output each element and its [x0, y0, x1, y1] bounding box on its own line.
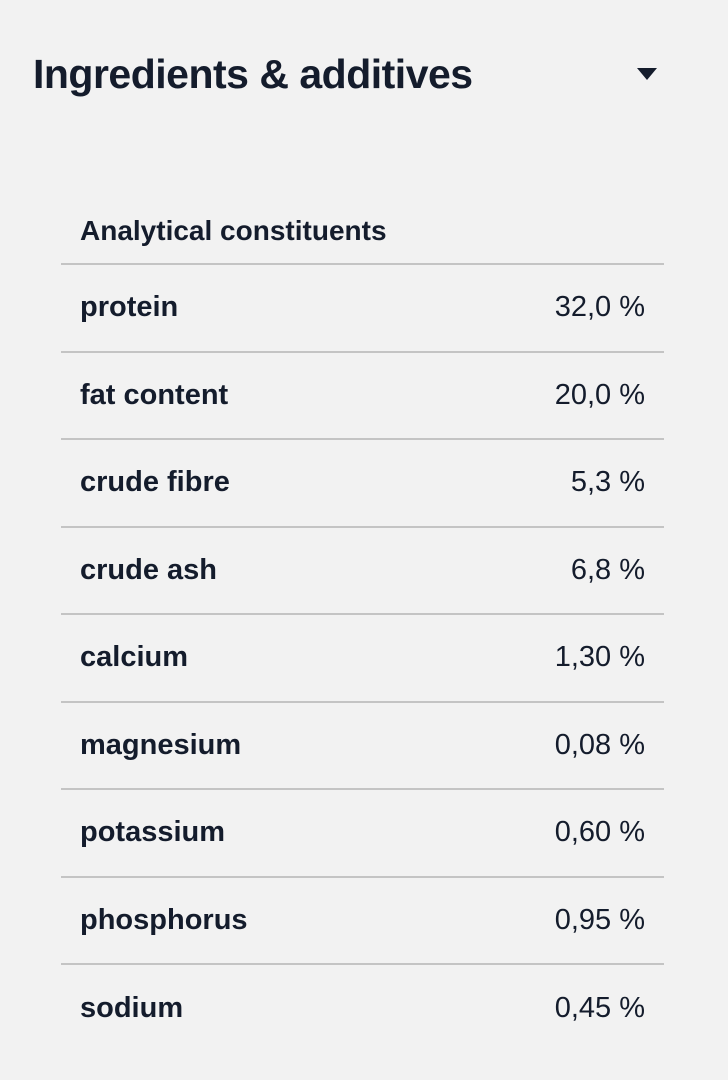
- table-row: magnesium 0,08 %: [61, 703, 664, 790]
- table-row: crude fibre 5,3 %: [61, 440, 664, 528]
- constituent-label: sodium: [80, 992, 184, 1025]
- constituent-label: magnesium: [80, 728, 242, 761]
- constituent-label: potassium: [80, 816, 226, 849]
- analytical-constituents-table: Analytical constituents protein 32,0 % fat…: [61, 198, 664, 1053]
- constituent-label: calcium: [80, 641, 188, 674]
- table-row: crude ash 6,8 %: [61, 528, 664, 615]
- constituent-label: phosphorus: [80, 903, 248, 936]
- constituent-value: 0,60 %: [554, 816, 645, 849]
- constituent-value: 1,30 %: [554, 641, 645, 674]
- constituent-value: 6,8 %: [570, 553, 645, 586]
- table-row: sodium 0,45 %: [61, 965, 664, 1053]
- table-row: phosphorus 0,95 %: [61, 878, 664, 965]
- section-toggle[interactable]: Ingredients & additives: [33, 44, 673, 104]
- constituent-value: 0,95 %: [554, 903, 645, 936]
- constituent-label: protein: [80, 291, 179, 324]
- section-title: Ingredients & additives: [33, 50, 473, 97]
- constituent-value: 20,0 %: [554, 378, 645, 411]
- table-row: potassium 0,60 %: [61, 790, 664, 878]
- table-row: fat content 20,0 %: [61, 353, 664, 440]
- constituent-value: 5,3 %: [570, 466, 645, 499]
- caret-down-icon[interactable]: [637, 68, 657, 80]
- table-row: protein 32,0 %: [61, 265, 664, 353]
- constituent-label: fat content: [80, 378, 229, 411]
- constituent-value: 0,08 %: [554, 728, 645, 761]
- table-row: calcium 1,30 %: [61, 615, 664, 703]
- constituent-label: crude fibre: [80, 466, 230, 499]
- constituent-label: crude ash: [80, 553, 217, 586]
- constituent-value: 0,45 %: [554, 992, 645, 1025]
- constituent-value: 32,0 %: [554, 291, 645, 324]
- table-header: Analytical constituents: [61, 198, 664, 265]
